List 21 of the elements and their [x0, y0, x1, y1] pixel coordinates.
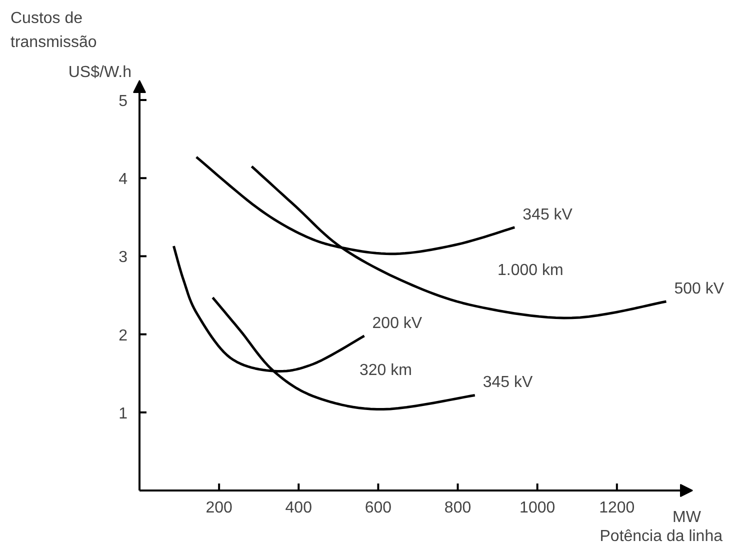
y-tick-label: 2 — [118, 327, 128, 344]
y-tick-label: 5 — [118, 93, 128, 110]
series-label: 200 kV — [372, 314, 422, 332]
y-tick-label: 3 — [118, 249, 128, 266]
series-label: 500 kV — [674, 280, 724, 298]
x-tick-label: 800 — [444, 500, 472, 516]
x-tick-label: 1200 — [599, 500, 635, 516]
series-label: 345 kV — [522, 206, 573, 224]
annotation: 320 km — [360, 362, 412, 379]
x-tick-label: 1000 — [520, 500, 556, 516]
x-tick-label: 600 — [364, 500, 392, 516]
text: US$/W.h — [68, 64, 132, 81]
x-tick-label: 200 — [206, 500, 233, 516]
series-label: 345 kV — [482, 374, 534, 392]
x-tick-label: 400 — [285, 500, 312, 516]
y-tick-label: 4 — [118, 171, 128, 188]
annotation: 1.000 km — [498, 262, 564, 279]
x-axis-title: Potência da linha — [600, 528, 723, 545]
text: MW — [672, 509, 702, 526]
y-tick-label: 1 — [118, 405, 128, 422]
y-axis-title: Custos de transmissão — [10, 10, 97, 51]
